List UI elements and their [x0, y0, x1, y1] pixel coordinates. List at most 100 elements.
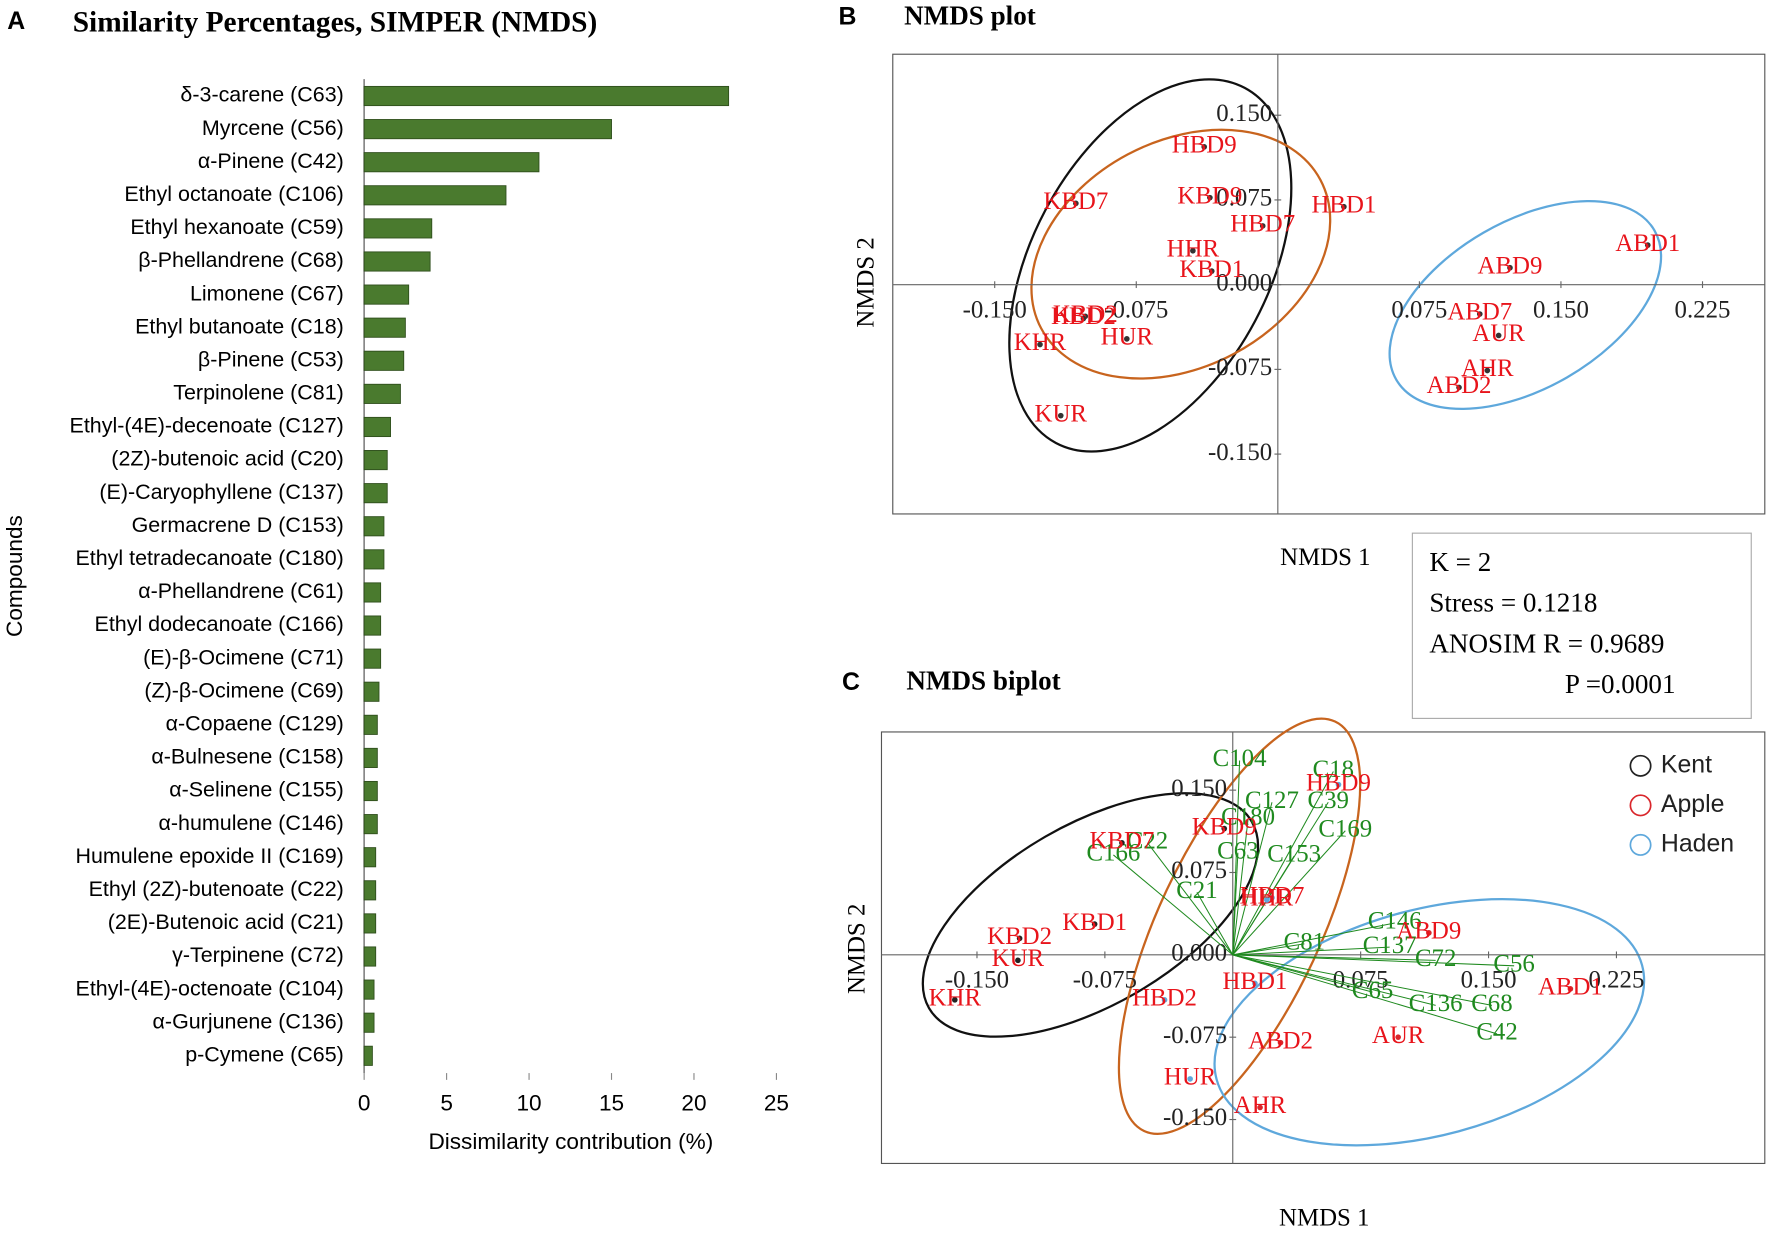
y-tick-label: -0.150 — [1208, 439, 1272, 466]
y-tick-label: Terpinolene (C81) — [173, 381, 344, 405]
x-tick-label: 0 — [358, 1091, 371, 1116]
point-label: KBD9 — [1192, 813, 1257, 840]
point — [1507, 264, 1513, 271]
vector-label: C39 — [1308, 787, 1349, 814]
vector-label: C127 — [1245, 787, 1299, 814]
y-tick-label: -0.075 — [1208, 354, 1272, 381]
plot-frame — [880, 731, 1766, 1165]
point-label: HBD2 — [1132, 985, 1197, 1012]
y-tick-label: α-Phellandrene (C61) — [138, 579, 344, 603]
point — [1161, 997, 1168, 1003]
y-tick-label: Ethyl hexanoate (C59) — [130, 215, 343, 239]
y-tick-label: (2E)-Butenoic acid (C21) — [108, 910, 344, 934]
y-tick-label: -0.075 — [1163, 1022, 1227, 1049]
y-tick-label: Ethyl (2Z)-butenoate (C22) — [89, 877, 344, 901]
point-label: HBD1 — [1222, 968, 1287, 995]
point — [1644, 242, 1651, 248]
y-tick-label: 0.000 — [1171, 940, 1227, 967]
y-tick-label: Myrcene (C56) — [202, 116, 344, 140]
chart-title: Similarity Percentages, SIMPER (NMDS) — [73, 7, 598, 39]
legend-label: Haden — [1661, 830, 1734, 857]
y-tick-label: α-Copaene (C129) — [166, 712, 344, 736]
point-label: KHR — [1014, 329, 1067, 356]
bar — [363, 979, 375, 1000]
point — [1073, 200, 1079, 207]
loading-vector — [1232, 802, 1273, 955]
stats-line: K = 2 — [1429, 547, 1491, 577]
point — [1201, 144, 1208, 150]
point-label: HBD1 — [1311, 191, 1376, 218]
bar — [363, 350, 405, 371]
vector-label: C169 — [1318, 815, 1372, 842]
y-tick-label: p-Cymene (C65) — [185, 1042, 344, 1066]
point — [1257, 1104, 1263, 1111]
x-tick-label: 5 — [440, 1091, 453, 1116]
y-tick-label: Humulene epoxide II (C169) — [75, 844, 343, 868]
group-ellipse — [1030, 128, 1332, 380]
x-tick-label: 0.150 — [1533, 296, 1589, 323]
y-tick-label: (E)-β-Ocimene (C71) — [143, 645, 344, 669]
bar — [363, 913, 377, 934]
bar — [363, 251, 431, 272]
bar — [363, 152, 540, 173]
vector-label: C42 — [1476, 1019, 1517, 1046]
chart-title: NMDS biplot — [906, 666, 1060, 696]
loading-vector — [1232, 954, 1493, 1006]
group-ellipse — [1117, 717, 1362, 1135]
point — [1335, 781, 1342, 788]
point — [1269, 894, 1275, 901]
y-tick-label: α-Pinene (C42) — [198, 149, 344, 173]
point-label: HUR — [1164, 1064, 1217, 1091]
panel-letter: C — [842, 669, 860, 696]
loading-vector — [1147, 842, 1234, 956]
x-tick-label: 20 — [681, 1091, 706, 1116]
vector-label: C72 — [1415, 945, 1456, 972]
point — [1456, 384, 1462, 391]
point — [1495, 332, 1502, 339]
x-tick-label: 0.225 — [1588, 967, 1644, 994]
stats-line: Stress = 0.1218 — [1429, 588, 1597, 618]
y-tick-label: Ethyl dodecanoate (C166) — [95, 612, 344, 636]
point-label: HHR — [1241, 885, 1294, 912]
x-axis-label: NMDS 1 — [1280, 544, 1370, 571]
chart-title: NMDS plot — [904, 0, 1036, 30]
point — [1259, 223, 1266, 229]
vector-label: C63 — [1217, 837, 1258, 864]
y-tick-label: α-Bulnesene (C158) — [151, 745, 343, 769]
bar — [363, 1045, 373, 1066]
bar — [363, 582, 382, 603]
point — [1037, 341, 1043, 348]
point — [1190, 247, 1196, 254]
panel-letter: A — [7, 8, 25, 35]
y-tick-label: α-humulene (C146) — [158, 811, 343, 835]
point-label: KBD9 — [1177, 182, 1242, 209]
loading-vector — [1232, 946, 1390, 956]
loading-vector — [1232, 830, 1346, 956]
point-label: HHR — [1167, 235, 1220, 262]
point-label: KBD2 — [1053, 301, 1118, 328]
point — [1187, 1076, 1193, 1082]
point-label: ABD7 — [1447, 299, 1512, 326]
y-tick-label: Ethyl-(4E)-octenoate (C104) — [76, 976, 344, 1000]
point — [1341, 203, 1347, 210]
y-tick-label: Germacrene D (C153) — [132, 513, 344, 537]
point — [1124, 336, 1130, 342]
vector-label: C56 — [1493, 951, 1534, 978]
x-axis-label: NMDS 1 — [1279, 1205, 1369, 1232]
x-tick-label: 0.075 — [1391, 296, 1447, 323]
loading-vector — [1232, 954, 1436, 1006]
bar — [363, 549, 385, 570]
stats-line: P =0.0001 — [1565, 669, 1676, 699]
point — [1567, 986, 1574, 992]
group-ellipse — [1213, 898, 1646, 1147]
loading-vector — [1113, 854, 1234, 956]
vector-label: C68 — [1471, 990, 1512, 1017]
point-label: ABD2 — [1427, 372, 1492, 399]
point — [1476, 311, 1483, 317]
bar — [363, 450, 388, 471]
x-tick-label: 0.150 — [1461, 967, 1517, 994]
y-axis-label: Compounds — [2, 515, 27, 637]
bar — [363, 383, 401, 404]
x-tick-label: -0.075 — [1073, 967, 1137, 994]
point-label: ABD9 — [1396, 918, 1461, 945]
